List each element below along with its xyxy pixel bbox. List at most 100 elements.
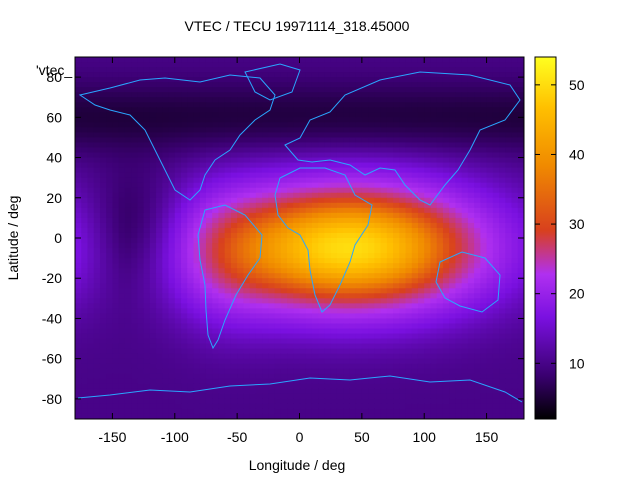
- heatmap-cell: [349, 97, 357, 103]
- heatmap-cell: [106, 263, 114, 269]
- heatmap-cell: [280, 132, 288, 139]
- heatmap-cell: [124, 232, 132, 239]
- heatmap-cell: [268, 243, 276, 249]
- heatmap-cell: [224, 122, 232, 128]
- heatmap-cell: [330, 393, 338, 400]
- heatmap-cell: [112, 207, 120, 214]
- heatmap-cell: [355, 197, 363, 204]
- heatmap-cell: [205, 72, 213, 78]
- heatmap-cell: [505, 383, 513, 390]
- heatmap-cell: [417, 253, 425, 259]
- heatmap-cell: [268, 82, 276, 88]
- heatmap-cell: [212, 222, 220, 229]
- heatmap-cell: [99, 398, 107, 405]
- heatmap-cell: [368, 67, 375, 73]
- heatmap-cell: [299, 263, 307, 269]
- heatmap-cell: [174, 393, 182, 400]
- heatmap-cell: [336, 263, 344, 269]
- heatmap-cell: [467, 107, 475, 113]
- heatmap-cell: [243, 222, 251, 229]
- heatmap-cell: [162, 258, 170, 264]
- heatmap-cell: [112, 112, 120, 118]
- heatmap-cell: [168, 172, 176, 179]
- heatmap-cell: [455, 227, 463, 234]
- heatmap-cell: [230, 368, 238, 375]
- heatmap-cell: [467, 62, 475, 68]
- heatmap-cell: [187, 222, 195, 229]
- heatmap-cell: [430, 268, 438, 274]
- heatmap-cell: [368, 152, 375, 159]
- heatmap-cell: [230, 62, 238, 68]
- heatmap-cell: [343, 197, 350, 204]
- heatmap-cell: [75, 398, 82, 405]
- heatmap-cell: [430, 172, 438, 179]
- heatmap-cell: [349, 383, 357, 390]
- heatmap-cell: [517, 353, 524, 360]
- heatmap-cell: [262, 313, 269, 320]
- heatmap-cell: [174, 117, 182, 123]
- heatmap-cell: [287, 112, 294, 118]
- heatmap-cell: [436, 122, 444, 128]
- heatmap-cell: [355, 363, 363, 370]
- heatmap-cell: [131, 373, 138, 380]
- heatmap-cell: [393, 383, 400, 390]
- heatmap-cell: [187, 298, 195, 304]
- heatmap-cell: [274, 227, 282, 234]
- heatmap-cell: [75, 157, 82, 164]
- heatmap-cell: [336, 348, 344, 355]
- heatmap-cell: [149, 288, 157, 294]
- heatmap-cell: [311, 72, 319, 78]
- heatmap-cell: [224, 157, 232, 164]
- heatmap-cell: [355, 227, 363, 234]
- heatmap-cell: [149, 137, 157, 144]
- heatmap-cell: [374, 383, 382, 390]
- heatmap-cell: [449, 248, 457, 254]
- heatmap-cell: [461, 273, 469, 279]
- heatmap-cell: [131, 293, 138, 299]
- heatmap-cell: [149, 248, 157, 254]
- heatmap-cell: [305, 177, 313, 184]
- heatmap-cell: [474, 333, 481, 340]
- heatmap-cell: [131, 398, 138, 405]
- heatmap-cell: [162, 293, 170, 299]
- heatmap-cell: [124, 383, 132, 390]
- heatmap-cell: [455, 323, 463, 330]
- heatmap-cell: [499, 268, 506, 274]
- heatmap-cell: [505, 298, 513, 304]
- heatmap-cell: [181, 122, 188, 128]
- heatmap-cell: [486, 308, 494, 315]
- heatmap-cell: [305, 117, 313, 123]
- heatmap-cell: [75, 323, 82, 330]
- heatmap-cell: [293, 162, 301, 169]
- heatmap-cell: [224, 217, 232, 224]
- heatmap-cell: [368, 137, 375, 144]
- heatmap-cell: [274, 283, 282, 289]
- heatmap-cell: [393, 132, 400, 139]
- heatmap-cell: [393, 308, 400, 315]
- heatmap-cell: [87, 293, 95, 299]
- heatmap-cell: [442, 353, 450, 360]
- heatmap-cell: [461, 82, 469, 88]
- heatmap-cell: [112, 303, 120, 309]
- heatmap-cell: [81, 313, 89, 320]
- heatmap-cell: [205, 222, 213, 229]
- heatmap-cell: [505, 393, 513, 400]
- heatmap-cell: [349, 353, 357, 360]
- heatmap-cell: [355, 102, 363, 108]
- heatmap-cell: [361, 87, 369, 93]
- heatmap-cell: [81, 383, 89, 390]
- heatmap-cell: [230, 87, 238, 93]
- heatmap-cell: [274, 398, 282, 405]
- heatmap-cell: [212, 248, 220, 254]
- heatmap-cell: [187, 232, 195, 239]
- heatmap-cell: [361, 393, 369, 400]
- heatmap-cell: [411, 107, 419, 113]
- heatmap-cell: [218, 147, 226, 154]
- heatmap-cell: [393, 268, 400, 274]
- heatmap-cell: [187, 293, 195, 299]
- heatmap-cell: [218, 112, 226, 118]
- heatmap-cell: [461, 343, 469, 350]
- heatmap-cell: [330, 278, 338, 284]
- heatmap-cell: [467, 127, 475, 134]
- heatmap-cell: [193, 383, 201, 390]
